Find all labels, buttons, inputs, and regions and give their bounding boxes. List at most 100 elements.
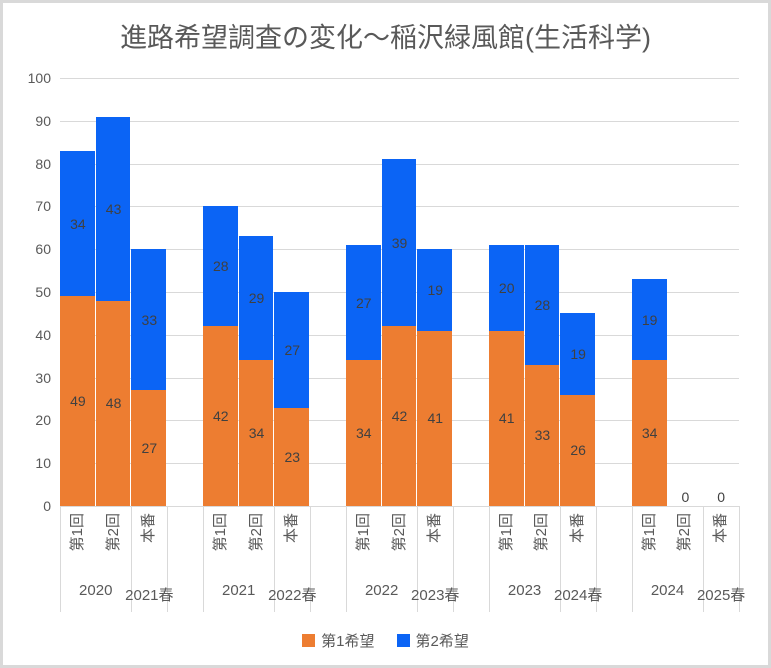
y-tick-label: 40 bbox=[35, 326, 51, 343]
data-label: 26 bbox=[570, 442, 586, 459]
y-tick-label: 70 bbox=[35, 198, 51, 215]
data-label: 49 bbox=[70, 393, 86, 410]
category-label-text: 第2回 bbox=[533, 513, 551, 552]
bar-column bbox=[631, 279, 667, 506]
axis-separator bbox=[453, 506, 455, 612]
first-choice-segment bbox=[238, 360, 274, 506]
second-choice-segment bbox=[60, 150, 95, 297]
data-label: 34 bbox=[248, 425, 265, 442]
data-label: 48 bbox=[105, 395, 122, 412]
category-label-rotated: 第2回 bbox=[390, 513, 410, 577]
second-choice-segment bbox=[345, 244, 381, 361]
data-label: 28 bbox=[213, 258, 229, 275]
data-label: 34 bbox=[70, 215, 86, 232]
data-label: 23 bbox=[284, 448, 301, 465]
first-choice-segment bbox=[417, 330, 453, 506]
bar-column bbox=[560, 313, 596, 506]
data-label: 19 bbox=[427, 281, 444, 298]
first-choice-segment bbox=[95, 300, 131, 506]
category-label-rotated: 第1回 bbox=[497, 513, 517, 577]
axis-separator bbox=[310, 506, 312, 612]
data-label: 41 bbox=[427, 410, 444, 427]
legend-item-second-choice: 第2希望 bbox=[396, 630, 469, 651]
axis-separator bbox=[60, 506, 61, 612]
y-tick-label: 20 bbox=[35, 412, 51, 429]
bar-column bbox=[345, 244, 381, 506]
data-label: 33 bbox=[534, 427, 551, 444]
axis-separator bbox=[274, 506, 276, 612]
period-label-year: 2020 bbox=[79, 582, 113, 599]
category-label-text: 本番 bbox=[140, 513, 158, 544]
category-label-text: 第2回 bbox=[104, 513, 122, 552]
second-choice-segment bbox=[560, 313, 596, 395]
y-tick-label: 100 bbox=[27, 70, 51, 86]
second-choice-segment bbox=[131, 249, 167, 391]
second-choice-segment bbox=[381, 159, 417, 327]
category-label-text: 第1回 bbox=[497, 513, 515, 552]
y-tick-label: 90 bbox=[35, 112, 51, 129]
axis-separator bbox=[703, 506, 705, 612]
category-label-text: 第1回 bbox=[211, 513, 229, 552]
category-label-text: 本番 bbox=[569, 513, 587, 544]
gridline bbox=[60, 78, 739, 79]
category-label-rotated: 第2回 bbox=[247, 513, 267, 577]
first-choice-swatch-icon bbox=[302, 634, 316, 647]
y-tick-label: 0 bbox=[43, 498, 51, 514]
bar-column bbox=[417, 249, 453, 506]
category-label-text: 第2回 bbox=[390, 513, 408, 552]
data-label-zero: 0 bbox=[717, 489, 726, 505]
second-choice-segment bbox=[417, 249, 453, 331]
data-label: 29 bbox=[248, 290, 265, 307]
y-tick-label: 30 bbox=[35, 369, 51, 386]
data-label: 27 bbox=[355, 294, 372, 311]
bar-column bbox=[238, 236, 274, 506]
first-choice-segment bbox=[274, 407, 310, 506]
chart-title: 進路希望調査の変化～稲沢緑風館(生活科学) bbox=[120, 23, 651, 53]
category-label-rotated: 本番 bbox=[425, 513, 445, 577]
first-choice-segment bbox=[345, 360, 381, 506]
y-tick-label: 60 bbox=[35, 241, 51, 258]
category-label-rotated: 第1回 bbox=[354, 513, 374, 577]
axis-separator bbox=[560, 506, 562, 612]
data-label: 27 bbox=[141, 440, 158, 457]
first-choice-segment bbox=[524, 364, 560, 506]
legend-item-first-choice: 第1希望 bbox=[302, 630, 375, 651]
period-label-year: 2024 bbox=[650, 582, 685, 599]
first-choice-segment bbox=[202, 326, 238, 506]
legend: 第1希望 第2希望 bbox=[3, 630, 768, 651]
first-choice-segment bbox=[631, 360, 667, 506]
second-choice-segment bbox=[274, 292, 310, 408]
category-label-rotated: 本番 bbox=[139, 513, 159, 577]
axis-separator bbox=[596, 506, 598, 612]
bar-column bbox=[95, 116, 131, 506]
first-choice-segment bbox=[381, 326, 417, 506]
legend-label-second-choice: 第2希望 bbox=[415, 633, 469, 650]
second-choice-segment bbox=[95, 116, 131, 301]
period-label-spring: 2025春 bbox=[696, 587, 746, 604]
category-label-rotated: 第2回 bbox=[532, 513, 552, 577]
category-label-rotated: 第1回 bbox=[211, 513, 231, 577]
y-tick-label: 80 bbox=[35, 155, 51, 172]
first-choice-segment bbox=[560, 394, 596, 506]
category-label-rotated: 第1回 bbox=[68, 513, 88, 577]
second-choice-segment bbox=[524, 244, 560, 365]
first-choice-segment bbox=[131, 390, 167, 506]
period-label-year: 2023 bbox=[507, 582, 542, 599]
bar-column bbox=[202, 206, 238, 506]
category-label-text: 第1回 bbox=[640, 513, 658, 552]
data-label-zero: 0 bbox=[681, 489, 690, 505]
category-label-text: 第2回 bbox=[676, 513, 694, 552]
category-label-text: 第1回 bbox=[354, 513, 372, 552]
axis-separator bbox=[417, 506, 419, 612]
bar-column bbox=[131, 249, 167, 506]
category-label-text: 本番 bbox=[712, 513, 730, 544]
second-choice-segment bbox=[202, 206, 238, 327]
bar-column bbox=[60, 150, 95, 506]
period-label-spring: 2023春 bbox=[411, 587, 460, 604]
first-choice-segment bbox=[60, 296, 95, 506]
data-label: 19 bbox=[570, 346, 586, 363]
y-tick-label: 10 bbox=[35, 455, 51, 472]
data-label: 42 bbox=[391, 408, 408, 425]
data-label: 34 bbox=[641, 425, 658, 442]
